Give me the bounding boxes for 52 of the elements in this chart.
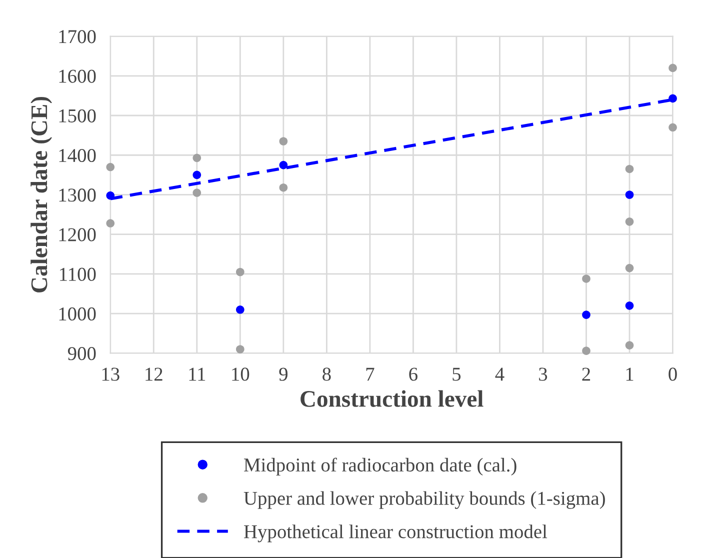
x-tick-label: 6: [409, 368, 418, 381]
legend-label: Hypothetical linear construction model: [244, 524, 548, 542]
x-axis-title: Construction level: [300, 390, 484, 407]
point: [279, 160, 288, 170]
x-tick-label: 8: [322, 368, 331, 381]
point: [668, 64, 677, 72]
y-tick-label: 1000: [59, 307, 96, 321]
x-tick-label: 1: [626, 368, 634, 381]
point: [582, 274, 590, 283]
x-tick-label: 13: [102, 368, 120, 381]
y-tick-label: 1100: [60, 268, 96, 281]
y-tick-label: 1700: [59, 30, 96, 44]
point: [582, 346, 590, 356]
x-tick-label: 5: [452, 368, 461, 381]
point: [625, 218, 634, 226]
x-tick-label: 3: [539, 368, 548, 381]
point: [582, 310, 590, 319]
point: [192, 188, 202, 197]
point: [192, 154, 202, 162]
legend-label: Midpoint of radiocarbon date (cal.): [244, 458, 516, 476]
x-tick-label: 9: [279, 368, 288, 381]
x-tick-label: 2: [582, 368, 590, 381]
x-tick-label: 11: [189, 368, 206, 381]
y-tick-label: 1300: [59, 188, 96, 202]
point: [668, 94, 677, 103]
point: [625, 264, 634, 272]
point: [279, 137, 288, 146]
point: [236, 268, 244, 276]
point: [625, 341, 634, 350]
x-tick-label: 7: [366, 368, 374, 381]
x-tick-label: 12: [146, 368, 162, 381]
point: [192, 170, 202, 180]
x-tick-label: 0: [668, 368, 677, 381]
point: [668, 123, 677, 132]
point: [625, 164, 634, 174]
point: [106, 191, 115, 200]
point: [106, 162, 115, 172]
point: [236, 305, 244, 314]
point: [625, 302, 634, 310]
x-tick-label: 4: [495, 368, 504, 381]
y-tick-label: 900: [68, 347, 96, 360]
point: [279, 183, 288, 192]
point: [236, 345, 244, 354]
point: [625, 190, 634, 199]
point: [106, 219, 115, 228]
legend-label: Upper and lower probability bounds (1-sigma): [244, 491, 605, 509]
y-tick-label: 1600: [59, 70, 96, 83]
y-tick-label: 1500: [59, 109, 96, 122]
y-tick-label: 1200: [59, 228, 96, 242]
y-axis-title: Calendar date (CE): [30, 96, 52, 292]
x-tick-label: 10: [232, 368, 250, 381]
y-tick-label: 1400: [59, 148, 96, 162]
